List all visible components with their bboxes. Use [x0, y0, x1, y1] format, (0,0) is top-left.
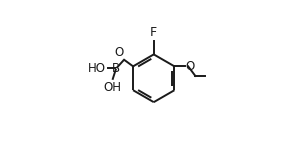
- Text: HO: HO: [88, 62, 106, 75]
- Text: F: F: [150, 26, 157, 39]
- Text: O: O: [185, 60, 194, 73]
- Text: B: B: [112, 62, 120, 75]
- Text: O: O: [114, 46, 124, 59]
- Text: OH: OH: [103, 81, 121, 94]
